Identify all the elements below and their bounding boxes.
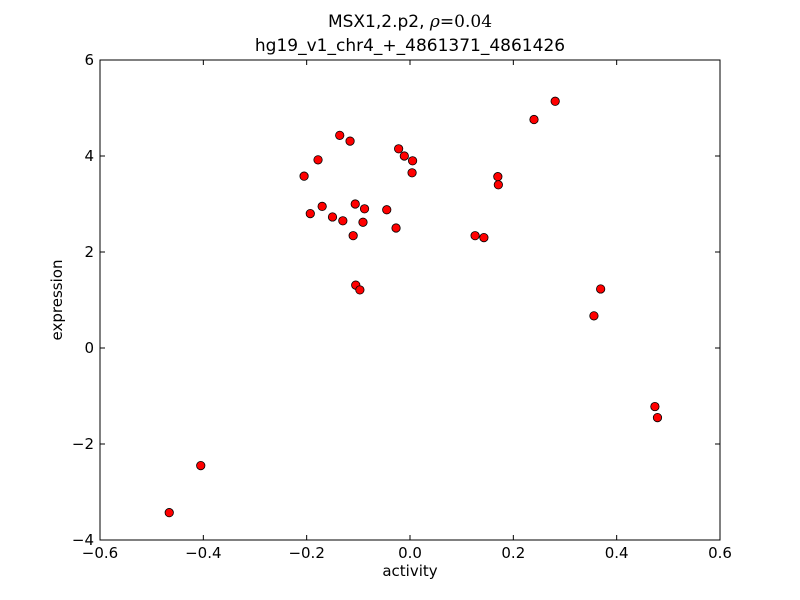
data-point: [650, 401, 660, 412]
data-point: [479, 233, 489, 243]
data-point: [589, 311, 599, 321]
data-point: [394, 144, 404, 154]
x-tick-label: −0.6: [82, 544, 118, 562]
data-point: [399, 151, 409, 161]
x-axis-label: activity: [382, 562, 437, 580]
y-tick-label: −4: [72, 531, 94, 549]
data-point: [470, 231, 480, 241]
data-point: [529, 114, 539, 125]
y-tick-label: −2: [72, 435, 94, 453]
plot-frame: [99, 59, 721, 541]
data-point: [305, 209, 315, 219]
data-point: [493, 180, 503, 190]
data-point: [382, 205, 392, 215]
data-point: [358, 217, 368, 227]
data-point: [359, 204, 370, 214]
data-points: [164, 96, 663, 518]
data-point: [196, 460, 206, 471]
data-point: [345, 136, 355, 146]
x-tick-label: −0.4: [185, 544, 221, 562]
x-tick-label: 0.4: [605, 544, 629, 562]
chart-title-line-2: hg19_v1_chr4_+_4861371_4861426: [254, 36, 566, 56]
data-point: [313, 155, 323, 165]
data-point: [164, 508, 174, 518]
tick-labels: −0.6 −0.4 −0.2 0.0 0.2 0.4 0.6 −4 −2 0 2 4 6: [72, 51, 732, 562]
data-point: [348, 231, 358, 241]
data-point: [317, 201, 327, 211]
y-tick-label: 4: [84, 147, 94, 165]
chart-title-line-1: MSX1,2.p2, ρ=0.04: [100, 12, 720, 32]
data-point: [299, 171, 309, 181]
data-point: [652, 412, 663, 423]
x-tick-label: 0.2: [501, 544, 525, 562]
data-point: [355, 285, 365, 295]
rho-symbol: ρ: [429, 12, 440, 32]
data-point: [407, 168, 417, 178]
y-tick-label: 0: [84, 339, 94, 357]
chart-title-prefix: MSX1,2.p2,: [327, 12, 430, 32]
data-point: [391, 223, 401, 233]
data-point: [550, 96, 560, 106]
data-point: [493, 172, 503, 182]
axis-ticks: [99, 59, 721, 541]
rho-value: =0.04: [439, 12, 493, 32]
data-point: [596, 284, 606, 294]
data-point: [407, 156, 418, 166]
data-point: [338, 216, 348, 226]
x-tick-label: −0.2: [288, 544, 324, 562]
y-tick-label: 6: [84, 51, 94, 69]
data-point: [335, 130, 345, 140]
y-axis-label: expression: [48, 260, 66, 341]
y-tick-label: 2: [84, 243, 94, 261]
x-tick-label: 0.6: [708, 544, 732, 562]
data-point: [327, 212, 338, 222]
x-tick-label: 0.0: [398, 544, 422, 562]
data-point: [350, 199, 360, 209]
